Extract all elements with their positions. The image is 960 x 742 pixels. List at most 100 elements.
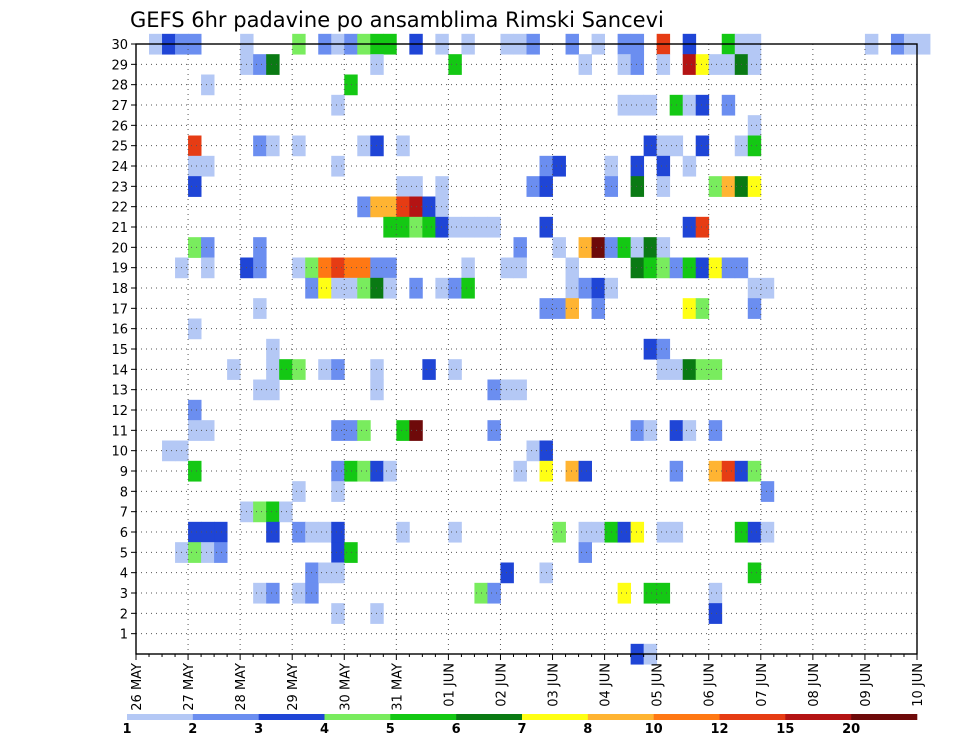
heatmap-cell	[292, 359, 306, 380]
heatmap-cell	[526, 176, 540, 197]
heatmap-cell	[214, 542, 228, 563]
heatmap-cell	[552, 521, 566, 543]
y-tick-label: 19	[111, 262, 128, 277]
heatmap-cell	[292, 582, 306, 604]
y-tick-label: 22	[111, 201, 128, 216]
heatmap-cell	[656, 237, 671, 258]
heatmap-cell	[578, 54, 592, 75]
heatmap-cell	[552, 298, 566, 319]
heatmap-cell	[292, 135, 306, 157]
y-tick-label: 11	[111, 424, 128, 439]
heatmap-cell	[760, 277, 775, 299]
heatmap-cell	[643, 135, 658, 157]
heatmap-cell	[318, 359, 332, 380]
colorbar-label: 1	[122, 722, 131, 737]
y-tick-label: 23	[111, 180, 128, 195]
heatmap-cell	[201, 257, 215, 279]
y-tick-label: 25	[111, 140, 128, 155]
heatmap-cell	[370, 603, 384, 624]
heatmap-cell	[643, 420, 658, 441]
heatmap-cell	[747, 277, 762, 299]
heatmap-cell	[656, 176, 671, 197]
heatmap-cell	[396, 521, 410, 543]
heatmap-cell	[422, 359, 436, 380]
y-tick-label: 7	[120, 506, 128, 521]
heatmap-cell	[188, 542, 202, 563]
heatmap-cell	[578, 237, 592, 258]
heatmap-cell	[565, 298, 579, 319]
heatmap-cell	[760, 521, 775, 543]
heatmap-cell	[331, 481, 345, 502]
heatmap-cell	[266, 54, 280, 75]
heatmap-cell	[487, 420, 501, 441]
heatmap-cell	[370, 257, 384, 279]
y-tick-label: 16	[111, 323, 128, 338]
heatmap-cell	[656, 359, 671, 380]
heatmap-cell	[617, 237, 632, 258]
heatmap-cell	[396, 420, 410, 441]
y-tick-label: 24	[111, 160, 128, 175]
heatmap-cell	[487, 216, 501, 238]
heatmap-cell	[747, 460, 762, 482]
heatmap-cell	[331, 359, 345, 380]
heatmap-cell	[266, 501, 280, 523]
heatmap-cell	[253, 501, 267, 523]
heatmap-cell	[201, 237, 215, 258]
heatmap-cell	[188, 521, 202, 543]
colorbar-swatch	[127, 714, 194, 720]
heatmap-cell	[266, 379, 280, 401]
colorbar-label: 3	[254, 722, 263, 737]
heatmap-cell	[578, 542, 592, 563]
colorbar: 1 2 3 4 5 6 7 8 10 12 15 20	[122, 714, 918, 737]
heatmap-cell	[370, 196, 384, 218]
x-tick-label: 08 JUN	[807, 663, 822, 707]
x-tick-label: 07 JUN	[755, 663, 770, 707]
heatmap-cell	[396, 176, 410, 197]
heatmap-cell	[708, 582, 723, 604]
x-tick-label: 04 JUN	[599, 663, 614, 707]
x-axis: 26 MAY 27 MAY 28 MAY 29 MAY 30 MAY 31 MAY 01 J…	[130, 654, 926, 711]
y-tick-label: 27	[111, 99, 128, 114]
colorbar-swatch	[719, 714, 786, 720]
heatmap-cell	[253, 582, 267, 604]
y-tick-label: 30	[111, 38, 128, 53]
x-tick-label: 10 JUN	[911, 663, 926, 707]
heatmap-cell	[721, 176, 736, 197]
x-tick-label: 27 MAY	[182, 663, 197, 711]
heatmap-cell	[266, 582, 280, 604]
heatmap-cell	[695, 54, 710, 75]
heatmap-cell	[708, 257, 723, 279]
x-tick-label: 26 MAY	[130, 663, 145, 711]
y-tick-label: 12	[111, 404, 128, 419]
heatmap-cell	[435, 277, 449, 299]
heatmap-cell	[656, 155, 671, 177]
heatmap-cell	[721, 460, 736, 482]
y-tick-label: 28	[111, 79, 128, 94]
heatmap-cell	[318, 277, 332, 299]
x-tick-label: 09 JUN	[859, 663, 874, 707]
colorbar-label: 4	[320, 722, 329, 737]
heatmap-cell	[643, 237, 658, 258]
heatmap-cell	[630, 257, 645, 279]
heatmap-cell	[357, 277, 371, 299]
heatmap-cell	[630, 521, 645, 543]
heatmap-cell	[500, 379, 514, 401]
y-tick-label: 5	[120, 546, 128, 561]
colorbar-swatch	[851, 714, 918, 720]
y-tick-label: 17	[111, 302, 128, 317]
heatmap-cell	[487, 582, 501, 604]
heatmap-cell	[331, 521, 345, 543]
colorbar-label: 15	[776, 722, 794, 737]
heatmap-cell	[331, 277, 345, 299]
colorbar-swatch	[587, 714, 654, 720]
heatmap-cell	[643, 582, 658, 604]
heatmap-cell	[578, 277, 592, 299]
colorbar-swatch	[390, 714, 457, 720]
heatmap-cell	[318, 521, 332, 543]
heatmap-cell	[344, 277, 358, 299]
heatmap-cell	[331, 155, 345, 177]
heatmap-cell	[344, 420, 358, 441]
heatmap-cell	[656, 338, 671, 360]
chart-title: GEFS 6hr padavine po ansamblima Rimski S…	[130, 8, 664, 32]
heatmap-cell	[578, 460, 592, 482]
